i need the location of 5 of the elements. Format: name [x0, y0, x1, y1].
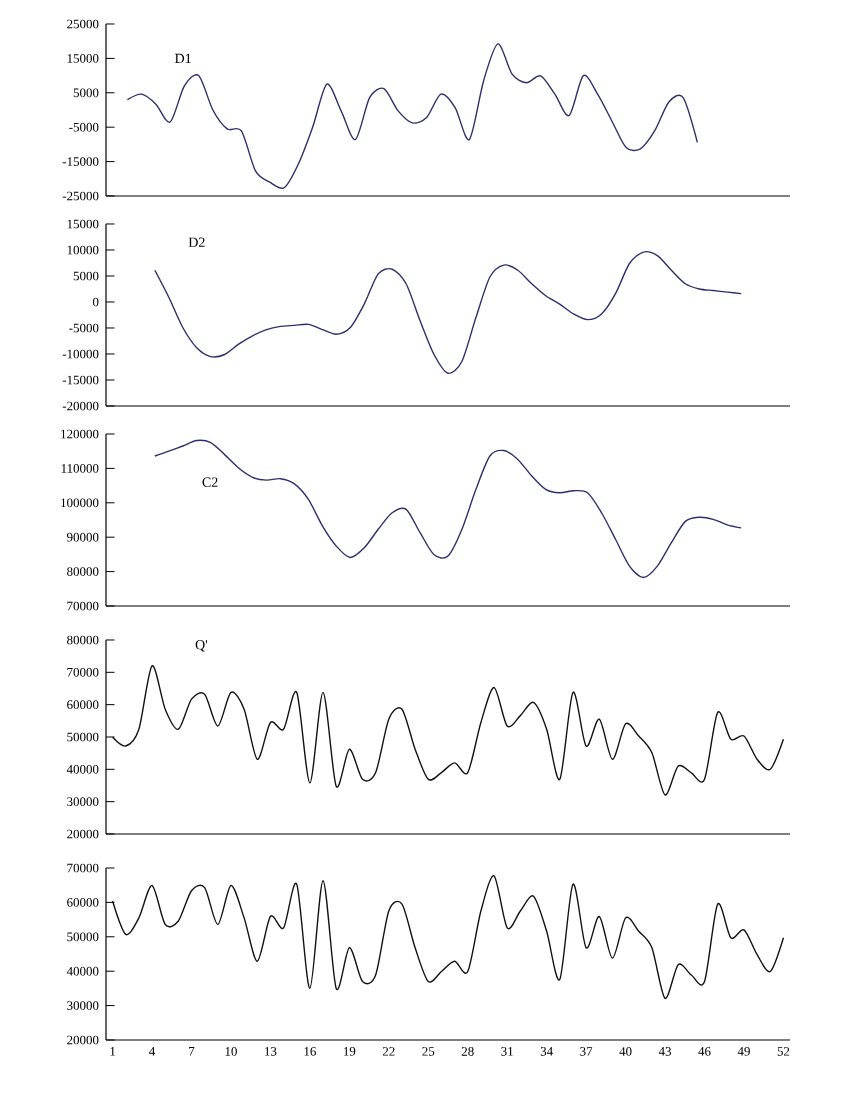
line-series: [126, 43, 699, 189]
line-series: [154, 439, 742, 579]
line-series: [154, 251, 742, 374]
line-series: [111, 665, 785, 796]
line-series: [111, 875, 785, 1000]
